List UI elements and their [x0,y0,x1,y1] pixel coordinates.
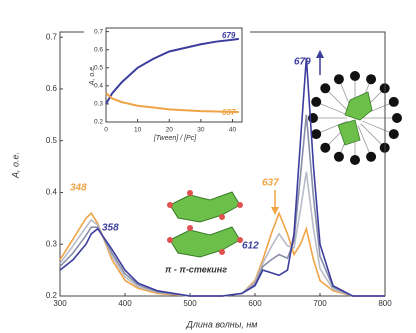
micelle-tail [357,125,370,154]
micelle-tail [319,103,348,116]
peak-label: 348 [70,183,87,194]
y-tick-label: 0.3 [46,239,58,248]
micelle-head [388,129,399,140]
y-tick-label: 0.3 [94,101,103,108]
arrowhead [316,50,324,58]
x-tick-label: 20 [166,127,174,134]
micelle-head [320,83,331,94]
y-tick-label: 0.5 [94,64,103,71]
peak-label: 679 [294,57,311,68]
y-tick-label: 0.5 [46,136,58,145]
inset-frame [105,27,243,123]
data-line [105,37,239,105]
micelle-head [311,129,322,140]
peak-label: 612 [242,241,259,252]
arrowhead [271,207,279,215]
x-tick-label: 400 [118,299,132,308]
y-tick-label: 0.4 [94,83,103,90]
y-tick-label: 0.7 [94,28,103,35]
y-axis-label: A, о.е. [10,152,20,179]
x-tick-label: 700 [313,299,327,308]
x-tick-label: 40 [229,127,237,134]
x-axis-label: [Tween] / [Pc] [153,135,197,142]
micelle-tail [360,123,383,146]
peak-label: 358 [102,223,119,234]
micelle-head [366,74,377,85]
x-tick-label: 0 [104,127,108,134]
micelle-tail [319,120,348,133]
peak-label: 637 [262,178,279,189]
molecule-stack [167,190,243,258]
micelle-head [311,96,322,107]
micelle-head [392,113,402,123]
data-line [59,171,385,297]
data-line [59,57,385,297]
y-tick-label: 0.7 [46,32,58,41]
micelle [308,71,402,165]
micelle-head [350,71,360,81]
x-tick-label: 800 [378,299,392,308]
x-tick-label: 30 [197,127,205,134]
y-tick-label: 0.2 [94,119,103,126]
x-tick-label: 600 [248,299,262,308]
micelle-head [320,142,331,153]
x-tick-label: 10 [134,127,142,134]
micelle-head [333,74,344,85]
y-tick-label: 0.6 [94,46,103,53]
x-tick-label: 500 [183,299,197,308]
x-tick-label: 300 [53,299,67,308]
micelle-head [366,151,377,162]
curve-label: 679 [222,31,236,40]
y-tick-label: 0.4 [46,188,58,197]
y-tick-label: 0.6 [46,84,58,93]
micelle-tail [327,90,350,113]
micelle-tail [362,120,391,133]
micelle-head [388,96,399,107]
micelle-head [333,151,344,162]
y-tick-label: 0.2 [46,291,58,300]
stacking-label: π - π-стекинг [165,264,227,274]
micelle-head [350,155,360,165]
curve-label: 637 [222,108,236,117]
data-line [105,92,239,114]
y-axis-label: A, о.е. [89,65,96,86]
x-axis-label: Длина волны, нм [186,319,258,329]
